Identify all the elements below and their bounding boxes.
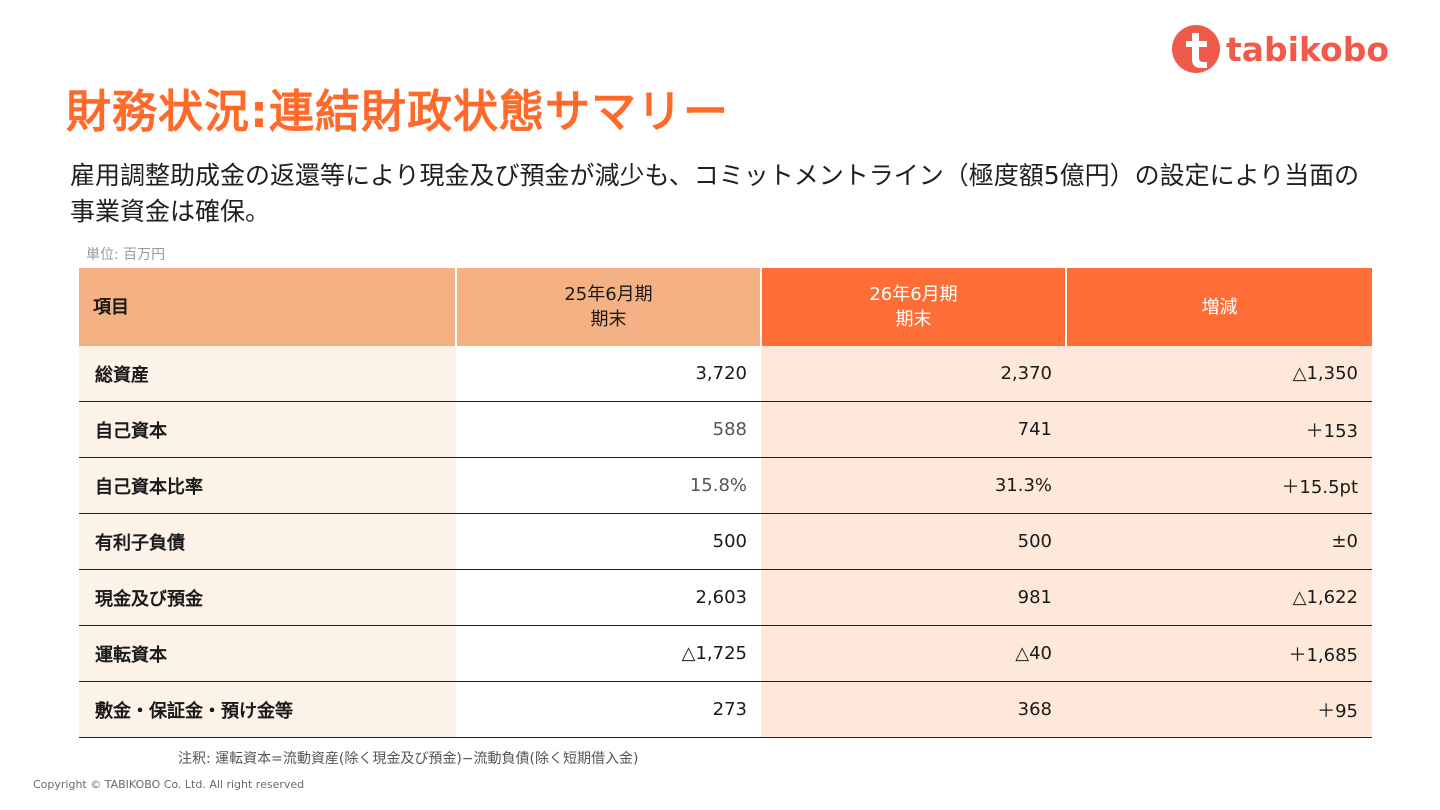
table-row: 敷金・保証金・預け金等 273 368 ＋95 [79, 681, 1372, 738]
page-title: 財務状況:連結財政状態サマリー [66, 85, 729, 138]
copyright: Copyright © TABIKOBO Co. Ltd. All right … [33, 778, 305, 791]
header-fy25: 25年6月期 期末 [456, 268, 762, 346]
row-fy25-value: 588 [456, 401, 761, 458]
row-fy25-value: 2,603 [456, 569, 761, 626]
table-row: 有利子負債 500 500 ±0 [79, 513, 1372, 570]
row-item: 運転資本 [79, 625, 456, 682]
row-item: 有利子負債 [79, 513, 456, 570]
header-fy25-end: 期末 [590, 309, 627, 330]
row-fy26-value: 741 [761, 401, 1066, 458]
row-fy26-value: 2,370 [761, 346, 1066, 402]
brand-wordmark: tabikobo [1226, 29, 1390, 69]
row-change-value: △1,350 [1066, 346, 1372, 402]
row-fy25-value: 15.8% [456, 457, 761, 514]
row-fy25-value: 273 [456, 681, 761, 738]
row-change-value: ＋1,685 [1066, 625, 1372, 682]
table-row: 自己資本比率 15.8% 31.3% ＋15.5pt [79, 457, 1372, 514]
row-fy26-value: 368 [761, 681, 1066, 738]
row-item: 現金及び預金 [79, 569, 456, 626]
row-fy25-value: 500 [456, 513, 761, 570]
row-change-value: ±0 [1066, 513, 1372, 570]
row-item: 敷金・保証金・預け金等 [79, 681, 456, 738]
table-row: 現金及び預金 2,603 981 △1,622 [79, 569, 1372, 626]
row-item: 自己資本比率 [79, 457, 456, 514]
row-change-value: ＋95 [1066, 681, 1372, 738]
header-item: 項目 [79, 268, 457, 346]
row-fy25-value: △1,725 [456, 625, 761, 682]
row-fy25-value: 3,720 [456, 346, 761, 402]
row-change-value: △1,622 [1066, 569, 1372, 626]
table-row: 運転資本 △1,725 △40 ＋1,685 [79, 625, 1372, 682]
header-fy26-end: 期末 [895, 309, 932, 330]
row-fy26-value: 500 [761, 513, 1066, 570]
header-fy26-period: 26年6月期 [869, 284, 958, 305]
row-item: 自己資本 [79, 401, 456, 458]
unit-label: 単位: 百万円 [86, 247, 166, 263]
page-subtitle: 雇用調整助成金の返還等により現金及び預金が減少も、コミットメントライン（極度額5… [70, 161, 1360, 226]
brand-logo: tabikobo [1172, 24, 1422, 74]
header-fy25-period: 25年6月期 [564, 284, 653, 305]
table-row: 総資産 3,720 2,370 △1,350 [79, 346, 1372, 402]
table-row: 自己資本 588 741 ＋153 [79, 401, 1372, 458]
row-fy26-value: 981 [761, 569, 1066, 626]
financial-summary-table: 項目 25年6月期 期末 26年6月期 期末 増減 総資産 3,720 2,37… [79, 268, 1372, 738]
row-fy26-value: △40 [761, 625, 1066, 682]
tabikobo-t-logo-icon [1172, 25, 1220, 73]
row-change-value: ＋153 [1066, 401, 1372, 458]
row-fy26-value: 31.3% [761, 457, 1066, 514]
footnote: 注釈: 運転資本=流動資産(除く現金及び預金)−流動負債(除く短期借入金) [178, 751, 639, 767]
header-fy26: 26年6月期 期末 [761, 268, 1067, 346]
header-change: 増減 [1066, 268, 1372, 346]
row-change-value: ＋15.5pt [1066, 457, 1372, 514]
row-item: 総資産 [79, 346, 456, 402]
table-header-row: 項目 25年6月期 期末 26年6月期 期末 増減 [79, 268, 1372, 346]
